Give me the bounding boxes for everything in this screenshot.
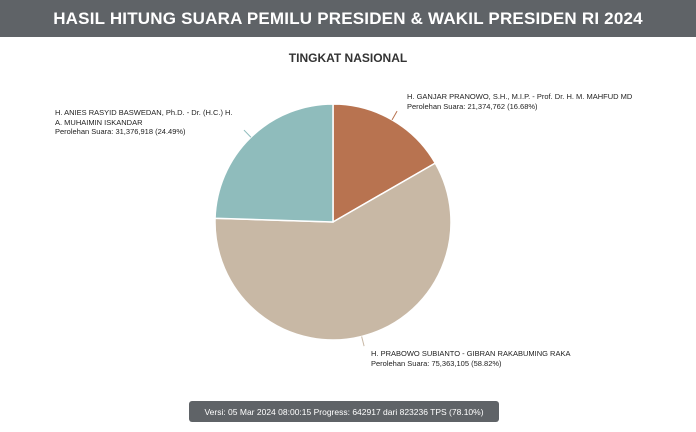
slice-label-name: H. GANJAR PRANOWO, S.H., M.I.P. - Prof. … [407,92,633,101]
slice-label-name: H. PRABOWO SUBIANTO - GIBRAN RAKABUMING … [371,349,571,358]
chart-title: TINGKAT NASIONAL [288,51,408,65]
status-bar: Versi: 05 Mar 2024 08:00:15 Progress: 64… [189,401,499,422]
pie-slice-ganjar[interactable] [332,103,437,224]
leader-line [361,336,365,347]
slice-label-votes: Perolehan Suara: 75,363,105 (58.82%) [371,358,502,368]
slice-label-votes: Perolehan Suara: 31,376,918 (24.49%) [55,127,186,136]
slice-label-anies: H. ANIES RASYID BASWEDAN, Ph.D. - Dr. (H… [55,108,233,137]
slice-label-name-line2: A. MUHAIMIN ISKANDAR [55,117,143,127]
page-header: HASIL HITUNG SUARA PEMILU PRESIDEN & WAK… [0,0,696,37]
leader-line [391,110,398,121]
status-text: Versi: 05 Mar 2024 08:00:15 Progress: 64… [204,406,484,417]
pie-slice-prabowo[interactable] [214,162,452,341]
slice-label-name: H. ANIES RASYID BASWEDAN, Ph.D. - Dr. (H… [55,108,233,117]
pie-slice-anies[interactable] [214,103,334,223]
slice-label-votes: Perolehan Suara: 21,374,762 (16.68%) [407,101,538,111]
slice-label-ganjar: H. GANJAR PRANOWO, S.H., M.I.P. - Prof. … [407,92,632,111]
page-title: HASIL HITUNG SUARA PEMILU PRESIDEN & WAK… [53,8,643,28]
slice-label-prabowo: H. PRABOWO SUBIANTO - GIBRAN RAKABUMING … [371,349,570,368]
leader-line [243,129,252,138]
